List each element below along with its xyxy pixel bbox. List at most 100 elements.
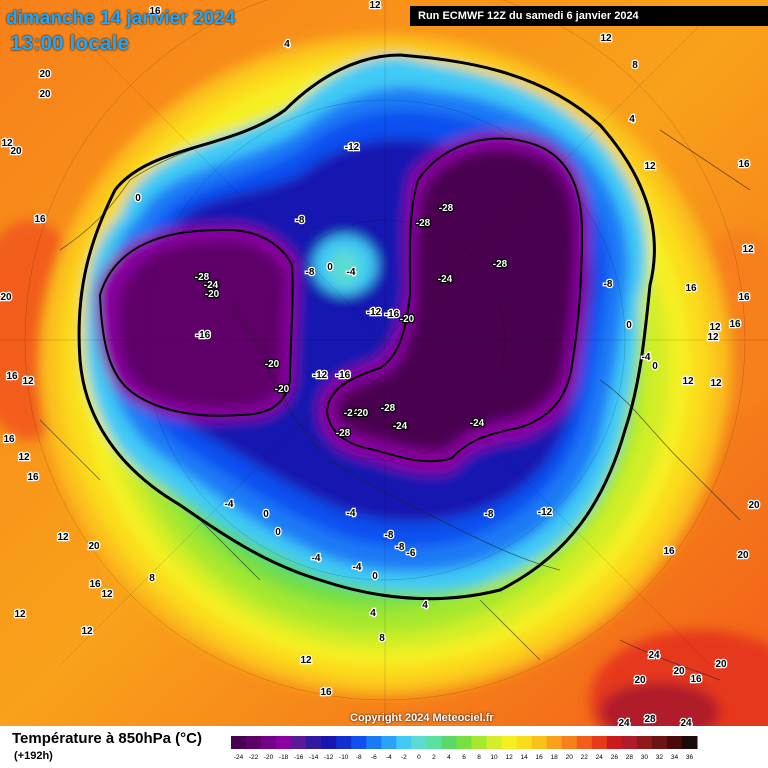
isotherm-label: -16	[385, 309, 400, 320]
isotherm-label: 16	[685, 283, 697, 294]
isotherm-label: -6	[407, 548, 416, 559]
isotherm-label: 24	[618, 718, 630, 726]
isotherm-label: -20	[275, 384, 290, 395]
isotherm-west	[98, 228, 294, 417]
scale-swatch	[516, 736, 533, 749]
scale-swatch	[501, 736, 518, 749]
isotherm-label: 16	[149, 6, 161, 17]
isotherm-label: 16	[738, 292, 750, 303]
isotherm-label: -28	[381, 403, 396, 414]
isotherm-label: -24	[470, 418, 485, 429]
isotherm-label: -24	[204, 280, 219, 291]
scale-tick-label: -20	[264, 754, 274, 761]
isotherm-label: -4	[347, 508, 356, 519]
coastlines	[39, 129, 751, 681]
scale-swatch	[666, 736, 683, 749]
isotherm-label: 12	[57, 532, 69, 543]
scale-tick-label: 6	[462, 754, 466, 761]
isotherm-label: -20	[205, 289, 220, 300]
legend-footer: Température à 850hPa (°C) (+192h) -24 -22…	[0, 726, 768, 768]
scale-tick-label: -4	[386, 754, 392, 761]
scale-tick-label: 22	[581, 754, 589, 761]
scale-tick-label: 20	[566, 754, 574, 761]
graticule	[0, 0, 768, 726]
isotherm-label: 4	[629, 114, 635, 125]
scale-swatch	[351, 736, 367, 749]
scale-swatch	[231, 736, 247, 749]
isotherm-label: 0	[263, 509, 269, 520]
scale-tick-label: 8	[477, 754, 481, 761]
isotherm-label: 16	[320, 687, 332, 698]
scale-swatch	[246, 736, 262, 749]
scale-swatch	[621, 736, 638, 749]
isotherm-label: -24	[438, 274, 453, 285]
isotherm-label: -4	[353, 562, 362, 573]
scale-tick-label: -6	[371, 754, 377, 761]
isotherm-label: 20	[39, 89, 51, 100]
isotherm-label: 12	[81, 626, 93, 637]
scale-tick-label: 0	[417, 754, 421, 761]
isotherm-label: -4	[225, 499, 234, 510]
scale-tick-label: -16	[294, 754, 304, 761]
isotherm-label: 20	[39, 69, 51, 80]
scale-swatch	[291, 736, 307, 749]
isotherm-label: -4	[347, 267, 356, 278]
isotherm-label: 12	[300, 655, 312, 666]
isotherm-label: -24	[344, 408, 359, 419]
scale-tick-label: 16	[536, 754, 544, 761]
isotherm-label: -28	[439, 203, 454, 214]
isotherm-label: 16	[89, 579, 101, 590]
isotherm-label: 16	[738, 159, 750, 170]
isotherm-label: 16	[663, 546, 675, 557]
forecast-time: 13:00 locale	[10, 32, 130, 55]
temperature-fill	[0, 35, 768, 726]
scale-swatch	[636, 736, 653, 749]
isotherm-label: -8	[604, 279, 613, 290]
forecast-date: dimanche 14 janvier 2024	[6, 8, 236, 29]
scale-tick-label: 14	[521, 754, 529, 761]
scale-tick-label: -10	[339, 754, 349, 761]
isotherm-label: 16	[27, 472, 39, 483]
variable-label: Température à 850hPa (°C)	[12, 730, 202, 747]
scale-tick-label: 4	[447, 754, 451, 761]
isotherm-label: -8	[485, 509, 494, 520]
scale-swatch	[396, 736, 412, 749]
isotherm-label: -28	[416, 218, 431, 229]
isotherm-label: 0	[275, 527, 281, 538]
isotherm-label: 0	[652, 361, 658, 372]
isotherm-label: 12	[1, 138, 13, 149]
scale-tick-label: 28	[626, 754, 634, 761]
isotherm-label: 0	[372, 571, 378, 582]
scale-tick-label: 34	[671, 754, 679, 761]
isotherm-label: 4	[422, 600, 428, 611]
isotherm-label: -8	[306, 267, 315, 278]
isotherm-label: 20	[673, 666, 685, 677]
scale-tick-label: 10	[490, 754, 498, 761]
scale-swatch	[321, 736, 337, 749]
isotherm-label: -4	[642, 352, 651, 363]
isotherm-label: 12	[22, 376, 34, 387]
isotherm-label: -20	[265, 359, 280, 370]
isotherm-label: 20	[88, 541, 100, 552]
scale-tick-label: 30	[641, 754, 649, 761]
isotherm-label: 4	[370, 608, 376, 619]
isotherm-label: -4	[312, 553, 321, 564]
scale-swatch	[651, 736, 668, 749]
scale-swatch	[366, 736, 382, 749]
scale-swatch	[531, 736, 548, 749]
isotherm-label: -12	[538, 507, 553, 518]
isotherm-label: 12	[644, 161, 656, 172]
isotherm-label: 20	[715, 659, 727, 670]
isotherm-label: -28	[195, 272, 210, 283]
scale-swatch	[681, 736, 698, 749]
scale-swatch	[471, 736, 488, 749]
isotherm-label: 8	[149, 573, 155, 584]
isotherm-label: 12	[707, 332, 719, 343]
isotherm-label: 0	[327, 262, 333, 273]
scale-swatch	[261, 736, 277, 749]
isotherm-label: 20	[748, 500, 760, 511]
isotherm-label: 12	[14, 609, 26, 620]
scale-swatch	[456, 736, 473, 749]
isotherm-label: 12	[742, 244, 754, 255]
